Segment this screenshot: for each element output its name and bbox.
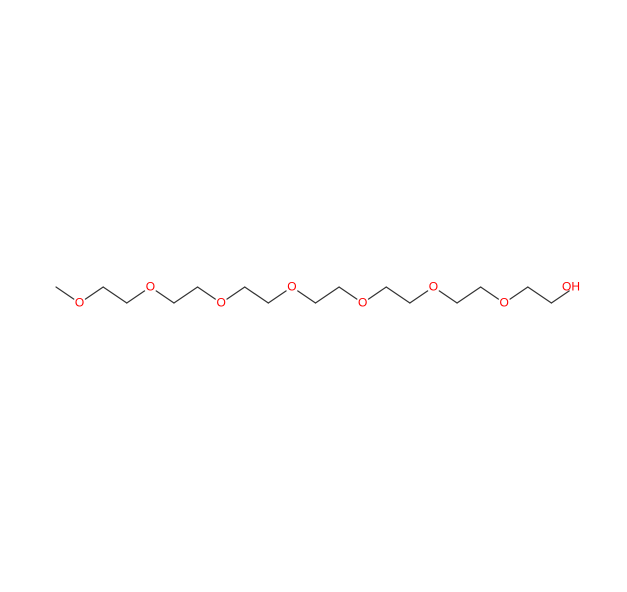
bond xyxy=(298,291,316,303)
oxygen-label: O xyxy=(500,296,509,310)
bonds-group xyxy=(56,287,569,303)
bond xyxy=(410,291,428,303)
bond xyxy=(510,287,528,299)
bond xyxy=(268,291,286,303)
bond xyxy=(156,291,174,303)
molecule-canvas: O O O O O O O OH xyxy=(0,0,627,592)
bond xyxy=(316,287,340,303)
oxygen-label: O xyxy=(287,280,296,294)
bond xyxy=(245,287,269,303)
bond xyxy=(198,287,216,299)
hydroxyl-label: OH xyxy=(562,280,580,294)
bond xyxy=(174,287,198,303)
bond xyxy=(127,291,145,303)
bond xyxy=(481,287,499,299)
oxygen-label: O xyxy=(146,280,155,294)
bond xyxy=(339,287,357,299)
bond xyxy=(528,287,552,303)
bond xyxy=(457,287,481,303)
bond xyxy=(227,287,245,299)
bond xyxy=(368,287,386,299)
bond xyxy=(386,287,410,303)
bond xyxy=(56,287,74,299)
oxygen-label: O xyxy=(429,280,438,294)
bond xyxy=(85,287,103,299)
bond xyxy=(439,291,457,303)
bond xyxy=(103,287,127,303)
oxygen-label: O xyxy=(358,296,367,310)
oxygen-label: O xyxy=(216,296,225,310)
oxygen-label: O xyxy=(75,296,84,310)
